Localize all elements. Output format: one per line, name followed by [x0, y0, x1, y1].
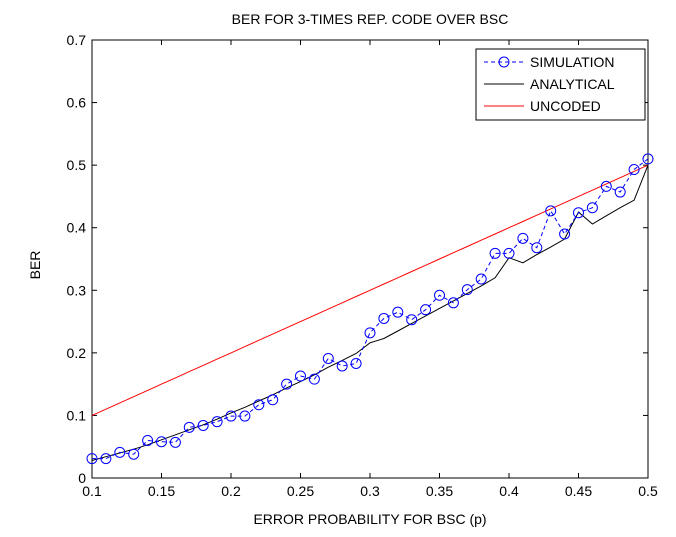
series-simulation-point	[281, 378, 293, 390]
series-simulation-point	[183, 421, 195, 433]
y-tick-label: 0.1	[67, 407, 87, 423]
series-simulation-point	[114, 446, 126, 458]
series-analytical-line	[91, 164, 649, 461]
series-simulation-point	[614, 186, 626, 198]
y-tick-label: 0.5	[67, 157, 87, 173]
series-simulation-point	[489, 247, 501, 259]
series-simulation-point	[503, 247, 515, 259]
series-simulation-point	[211, 416, 223, 428]
series-simulation-point	[559, 228, 571, 240]
x-tick-label: 0.1	[82, 483, 102, 499]
axis-ticks: 0.1 0.15 0.2 0.25 0.3 0.35 0.4 0.45 0.500.10.20.…	[67, 32, 658, 499]
series-simulation-point	[100, 453, 112, 465]
y-tick-label: 0.3	[67, 282, 87, 298]
series-uncoded-line	[91, 164, 649, 416]
series-simulation-point	[322, 352, 334, 364]
x-tick-label: 0.3	[360, 483, 380, 499]
series-simulation-point	[156, 436, 167, 448]
series-simulation-point	[197, 419, 209, 431]
x-axis-label: ERROR PROBABILITY FOR BSC (p)	[253, 511, 486, 527]
series-simulation-point	[267, 394, 279, 406]
series-simulation-point	[531, 242, 543, 254]
x-tick-label: 0.5	[638, 483, 658, 499]
series-simulation-point	[336, 360, 348, 372]
y-tick-label: 0.7	[67, 32, 87, 48]
series-simulation-point	[406, 314, 418, 326]
x-tick-label: 0.15	[148, 483, 175, 499]
series-simulation-point	[169, 436, 181, 448]
series-simulation-point	[295, 370, 306, 382]
series-simulation-point	[253, 399, 265, 411]
series-simulation-point	[350, 357, 362, 369]
series-simulation-point	[600, 180, 612, 192]
series-simulation-point	[239, 410, 251, 422]
x-tick-label: 0.2	[221, 483, 241, 499]
x-tick-label: 0.45	[565, 483, 592, 499]
y-tick-label: 0.2	[67, 345, 87, 361]
y-axis-label: BER	[27, 251, 43, 280]
series-simulation-line	[92, 158, 649, 460]
series-simulation-point	[378, 312, 390, 324]
chart-title: BER FOR 3-TIMES REP. CODE OVER BSC	[232, 11, 509, 27]
series-simulation-point	[86, 453, 98, 465]
series-simulation-point	[364, 327, 376, 339]
series-layer	[86, 153, 654, 465]
legend-label-uncoded: UNCODED	[530, 98, 601, 114]
series-simulation-point	[434, 289, 445, 301]
series-simulation-point	[628, 164, 640, 176]
series-simulation-point	[573, 207, 584, 219]
series-simulation-point	[545, 205, 557, 217]
series-simulation-point	[128, 448, 140, 460]
series-simulation-point	[225, 410, 237, 422]
legend-label-simulation: SIMULATION	[530, 54, 615, 70]
series-simulation-point	[142, 434, 154, 446]
series-simulation-point	[420, 304, 432, 316]
series-simulation-point	[447, 297, 459, 309]
y-tick-label: 0.4	[67, 220, 87, 236]
legend: SIMULATION ANALYTICAL UNCODED	[475, 48, 646, 121]
x-tick-label: 0.25	[287, 483, 314, 499]
series-simulation-point	[392, 306, 404, 318]
legend-marker-simulation	[498, 56, 510, 68]
series-simulation-point	[461, 284, 473, 296]
y-tick-label: 0	[78, 470, 86, 486]
series-simulation-point	[642, 153, 654, 165]
series-simulation-point	[475, 273, 487, 285]
x-tick-label: 0.4	[499, 483, 519, 499]
series-simulation-point	[586, 202, 598, 214]
y-tick-label: 0.6	[67, 95, 87, 111]
legend-label-analytical: ANALYTICAL	[530, 76, 615, 92]
series-simulation-point	[308, 373, 320, 385]
x-tick-label: 0.35	[426, 483, 453, 499]
series-simulation-point	[517, 232, 529, 244]
